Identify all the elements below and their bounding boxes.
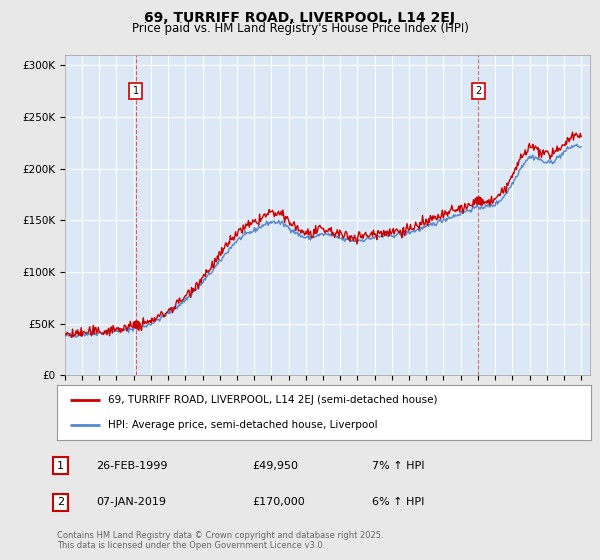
Text: Contains HM Land Registry data © Crown copyright and database right 2025.
This d: Contains HM Land Registry data © Crown c… bbox=[57, 531, 383, 550]
Text: 2: 2 bbox=[475, 86, 481, 96]
Text: 7% ↑ HPI: 7% ↑ HPI bbox=[372, 461, 425, 471]
Text: 26-FEB-1999: 26-FEB-1999 bbox=[96, 461, 167, 471]
Text: HPI: Average price, semi-detached house, Liverpool: HPI: Average price, semi-detached house,… bbox=[108, 420, 377, 430]
Text: 1: 1 bbox=[57, 461, 64, 471]
Text: 69, TURRIFF ROAD, LIVERPOOL, L14 2EJ (semi-detached house): 69, TURRIFF ROAD, LIVERPOOL, L14 2EJ (se… bbox=[108, 395, 437, 404]
Text: £170,000: £170,000 bbox=[252, 497, 305, 507]
Text: 07-JAN-2019: 07-JAN-2019 bbox=[96, 497, 166, 507]
Text: 69, TURRIFF ROAD, LIVERPOOL, L14 2EJ: 69, TURRIFF ROAD, LIVERPOOL, L14 2EJ bbox=[145, 11, 455, 25]
Text: 2: 2 bbox=[57, 497, 64, 507]
Text: £49,950: £49,950 bbox=[252, 461, 298, 471]
Text: Price paid vs. HM Land Registry's House Price Index (HPI): Price paid vs. HM Land Registry's House … bbox=[131, 22, 469, 35]
Text: 6% ↑ HPI: 6% ↑ HPI bbox=[372, 497, 424, 507]
Text: 1: 1 bbox=[133, 86, 139, 96]
